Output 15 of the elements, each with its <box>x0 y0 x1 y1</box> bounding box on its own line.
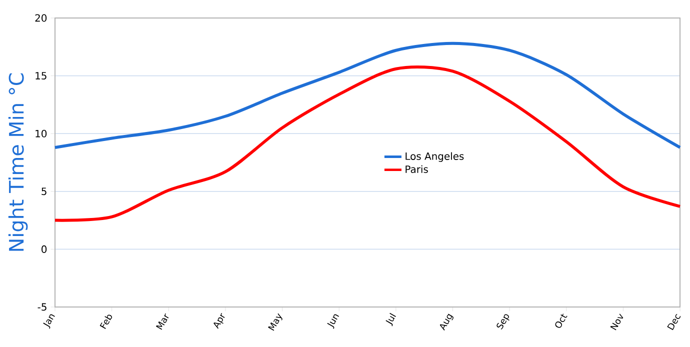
y-tick-label: 20 <box>35 14 47 22</box>
y-tick-label: -5 <box>38 303 46 311</box>
y-tick-label: 10 <box>36 130 47 138</box>
legend-label: Paris <box>406 165 428 173</box>
x-tick-label: Jan <box>43 314 55 329</box>
y-tick-label: 5 <box>42 188 46 196</box>
x-tick-label: Feb <box>100 314 112 329</box>
x-tick-label: Jun <box>327 314 339 329</box>
y-tick-label: 0 <box>42 245 47 253</box>
line-series <box>54 42 682 149</box>
y-axis-title: Night Time Min °C <box>8 73 28 251</box>
legend-label: Los Angeles <box>406 152 464 162</box>
y-tick-label: 15 <box>36 72 46 80</box>
x-tick-label: Oct <box>555 314 568 328</box>
x-tick-label: Jul <box>386 312 396 326</box>
